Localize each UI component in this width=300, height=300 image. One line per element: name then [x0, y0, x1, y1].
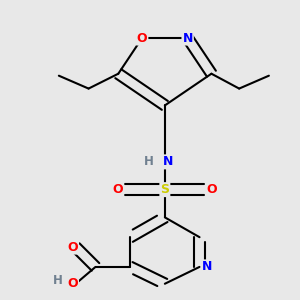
Text: O: O	[68, 241, 78, 254]
Text: N: N	[182, 32, 193, 44]
Text: O: O	[137, 32, 147, 44]
Text: S: S	[160, 183, 169, 196]
Text: O: O	[207, 183, 217, 196]
Text: N: N	[163, 155, 173, 168]
Text: N: N	[202, 260, 212, 273]
Text: H: H	[53, 274, 63, 287]
Text: O: O	[112, 183, 123, 196]
Text: O: O	[68, 277, 78, 290]
Text: H: H	[144, 155, 154, 168]
